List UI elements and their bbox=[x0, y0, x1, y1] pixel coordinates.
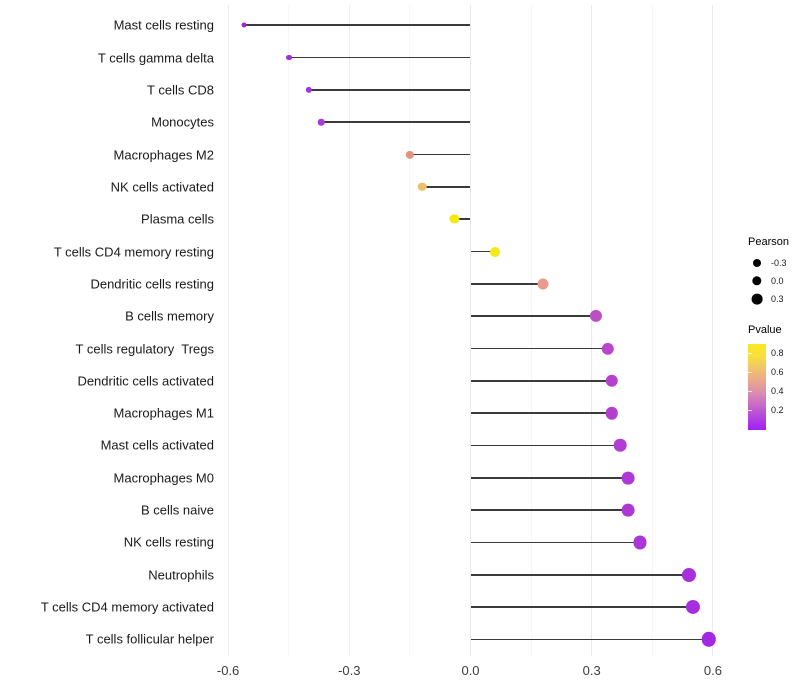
category-label: B cells naive bbox=[141, 502, 214, 518]
gridline-minor bbox=[409, 5, 411, 656]
lollipop-point bbox=[605, 374, 619, 388]
category-label: T cells regulatory Tregs bbox=[75, 341, 214, 356]
category-label: Macrophages M2 bbox=[113, 147, 214, 163]
lollipop-stem bbox=[470, 444, 620, 447]
lollipop-point bbox=[701, 632, 717, 647]
lollipop-point bbox=[621, 471, 635, 485]
lollipop-stem bbox=[321, 121, 471, 123]
lollipop-stem bbox=[308, 89, 471, 91]
lollipop-point bbox=[241, 22, 247, 28]
lollipop-point bbox=[537, 278, 549, 290]
category-label: T cells follicular helper bbox=[85, 631, 214, 647]
category-label: Macrophages M0 bbox=[113, 470, 214, 486]
colorbar-tick bbox=[748, 352, 752, 354]
lollipop-stem bbox=[422, 186, 471, 188]
lollipop-point bbox=[681, 567, 696, 582]
lollipop-point bbox=[417, 182, 427, 192]
lollipop-point bbox=[605, 406, 619, 420]
lollipop-point bbox=[449, 214, 459, 224]
x-tick-label: -0.3 bbox=[338, 663, 361, 678]
category-label: Plasma cells bbox=[141, 211, 214, 227]
lollipop-point bbox=[621, 503, 635, 517]
lollipop-stem bbox=[454, 218, 471, 220]
lollipop-stem bbox=[470, 574, 689, 576]
pearson-legend-dot bbox=[753, 259, 761, 267]
category-label: T cells gamma delta bbox=[97, 50, 214, 66]
gridline-minor bbox=[651, 5, 653, 656]
x-tick-label: 0.0 bbox=[461, 663, 480, 678]
lollipop-point bbox=[317, 118, 325, 126]
lollipop-point bbox=[285, 54, 292, 61]
lollipop-stem bbox=[470, 541, 641, 544]
pvalue-tick-label: 0.4 bbox=[771, 386, 784, 397]
lollipop-point bbox=[633, 535, 647, 549]
category-label: B cells memory bbox=[125, 308, 214, 324]
lollipop-point bbox=[489, 246, 500, 257]
lollipop-stem bbox=[470, 477, 629, 479]
lollipop-point bbox=[589, 310, 602, 323]
lollipop-stem bbox=[288, 56, 471, 59]
category-label: Monocytes bbox=[151, 114, 214, 130]
gridline-major bbox=[591, 5, 593, 656]
lollipop-point bbox=[305, 86, 313, 94]
lollipop-point bbox=[405, 150, 415, 159]
lollipop-point bbox=[685, 600, 700, 615]
lollipop-stem bbox=[470, 283, 544, 285]
pearson-legend-label: 0.3 bbox=[771, 294, 784, 304]
lollipop-stem bbox=[244, 24, 471, 26]
lollipop-stem bbox=[470, 315, 596, 317]
lollipop-stem bbox=[470, 412, 612, 414]
pvalue-tick-label: 0.8 bbox=[771, 347, 784, 358]
gridline-major bbox=[470, 5, 471, 656]
lollipop-point bbox=[601, 342, 615, 355]
category-label: NK cells resting bbox=[123, 534, 214, 550]
gridline-minor bbox=[288, 5, 290, 656]
lollipop-stem bbox=[470, 347, 608, 350]
pvalue-tick-label: 0.2 bbox=[771, 405, 784, 416]
category-label: Dendritic cells activated bbox=[77, 373, 214, 389]
pearson-legend-label: -0.3 bbox=[771, 258, 787, 268]
pvalue-colorbar bbox=[748, 344, 766, 430]
colorbar-tick bbox=[748, 371, 752, 373]
x-tick-label: -0.6 bbox=[216, 663, 240, 678]
lollipop-stem bbox=[470, 250, 495, 253]
pearson-legend-dot bbox=[751, 293, 763, 305]
category-label: T cells CD8 bbox=[147, 82, 214, 98]
category-label: T cells CD4 memory resting bbox=[53, 244, 214, 259]
pvalue-legend-title: Pvalue bbox=[748, 324, 782, 336]
lollipop-stem bbox=[470, 606, 693, 608]
category-label: Macrophages M1 bbox=[113, 405, 214, 421]
gridline-major bbox=[348, 5, 350, 656]
category-label: T cells CD4 memory activated bbox=[40, 599, 214, 615]
category-label: Mast cells resting bbox=[113, 17, 214, 33]
gridline-minor bbox=[530, 5, 532, 656]
gridline-major bbox=[227, 5, 229, 656]
pvalue-tick-label: 0.6 bbox=[771, 366, 784, 377]
colorbar-tick bbox=[748, 410, 752, 412]
gridline-major bbox=[712, 5, 714, 656]
x-tick-label: 0.3 bbox=[582, 663, 601, 678]
lollipop-point bbox=[613, 439, 627, 452]
category-label: NK cells activated bbox=[110, 179, 214, 195]
category-label: Mast cells activated bbox=[100, 437, 214, 453]
category-label: Neutrophils bbox=[148, 567, 214, 583]
lollipop-stem bbox=[470, 509, 629, 511]
pearson-legend-dot bbox=[752, 276, 762, 286]
colorbar-tick bbox=[748, 391, 752, 393]
lollipop-stem bbox=[409, 153, 471, 156]
category-label: Dendritic cells resting bbox=[90, 276, 214, 292]
lollipop-stem bbox=[470, 638, 709, 641]
lollipop-stem bbox=[470, 380, 612, 382]
pearson-legend-label: 0.0 bbox=[771, 276, 784, 286]
x-tick-label: 0.6 bbox=[703, 663, 722, 678]
pearson-legend-title: Pearson bbox=[748, 236, 789, 248]
